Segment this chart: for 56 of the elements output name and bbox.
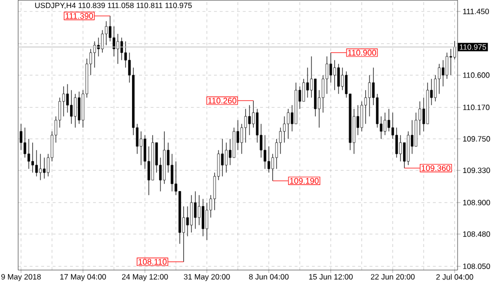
candlestick [206,202,208,240]
candlestick [395,127,398,158]
candlestick [120,37,123,60]
candlestick [268,146,270,173]
candlestick [450,48,452,76]
candlestick [286,108,290,139]
candlestick [337,63,340,94]
candlestick [39,153,42,180]
candlestick [446,52,448,80]
candlestick [248,104,251,136]
candlestick [62,86,65,117]
candlestick [186,206,189,236]
candlestick [384,112,386,136]
candlestick [399,134,402,162]
candlestick [224,142,228,173]
candlestick [66,84,69,113]
candlestick [42,157,46,179]
candlestick [104,20,108,46]
candlestick [70,90,73,124]
candlestick [194,190,197,229]
candlestick [283,116,286,143]
candlestick [279,127,282,154]
candlestick [442,60,444,87]
candlestick [28,138,30,169]
candlestick [78,91,80,124]
annotation: 109.360 [422,165,450,171]
candlestick [306,67,309,98]
candlestick [24,127,26,158]
candlestick [221,138,224,176]
candlestick [170,153,174,192]
annotation: 108.110 [138,258,167,265]
candlestick [368,74,371,117]
candlestick [190,194,193,233]
candlestick [438,63,440,94]
candlestick [35,150,38,176]
annotation: 110.260 [208,98,236,104]
candlestick [341,67,344,90]
candlestick [198,194,200,226]
candlestick [31,142,34,173]
candlestick [326,56,328,94]
annotation: 110.900 [348,50,376,56]
candlestick [360,100,364,132]
candlestick [244,108,247,143]
annotation: 111.390 [66,12,94,19]
candlestick [74,93,77,128]
candlestick [202,198,204,236]
candlestick [388,108,390,132]
candlestick [101,30,104,53]
candlestick [333,60,336,90]
candlestick [330,52,332,83]
candlestick [302,78,305,102]
candlestick [93,40,96,68]
candlestick [140,130,142,166]
candlestick [112,26,116,57]
annotation: 109.190 [290,178,319,184]
candlestick [264,134,266,169]
